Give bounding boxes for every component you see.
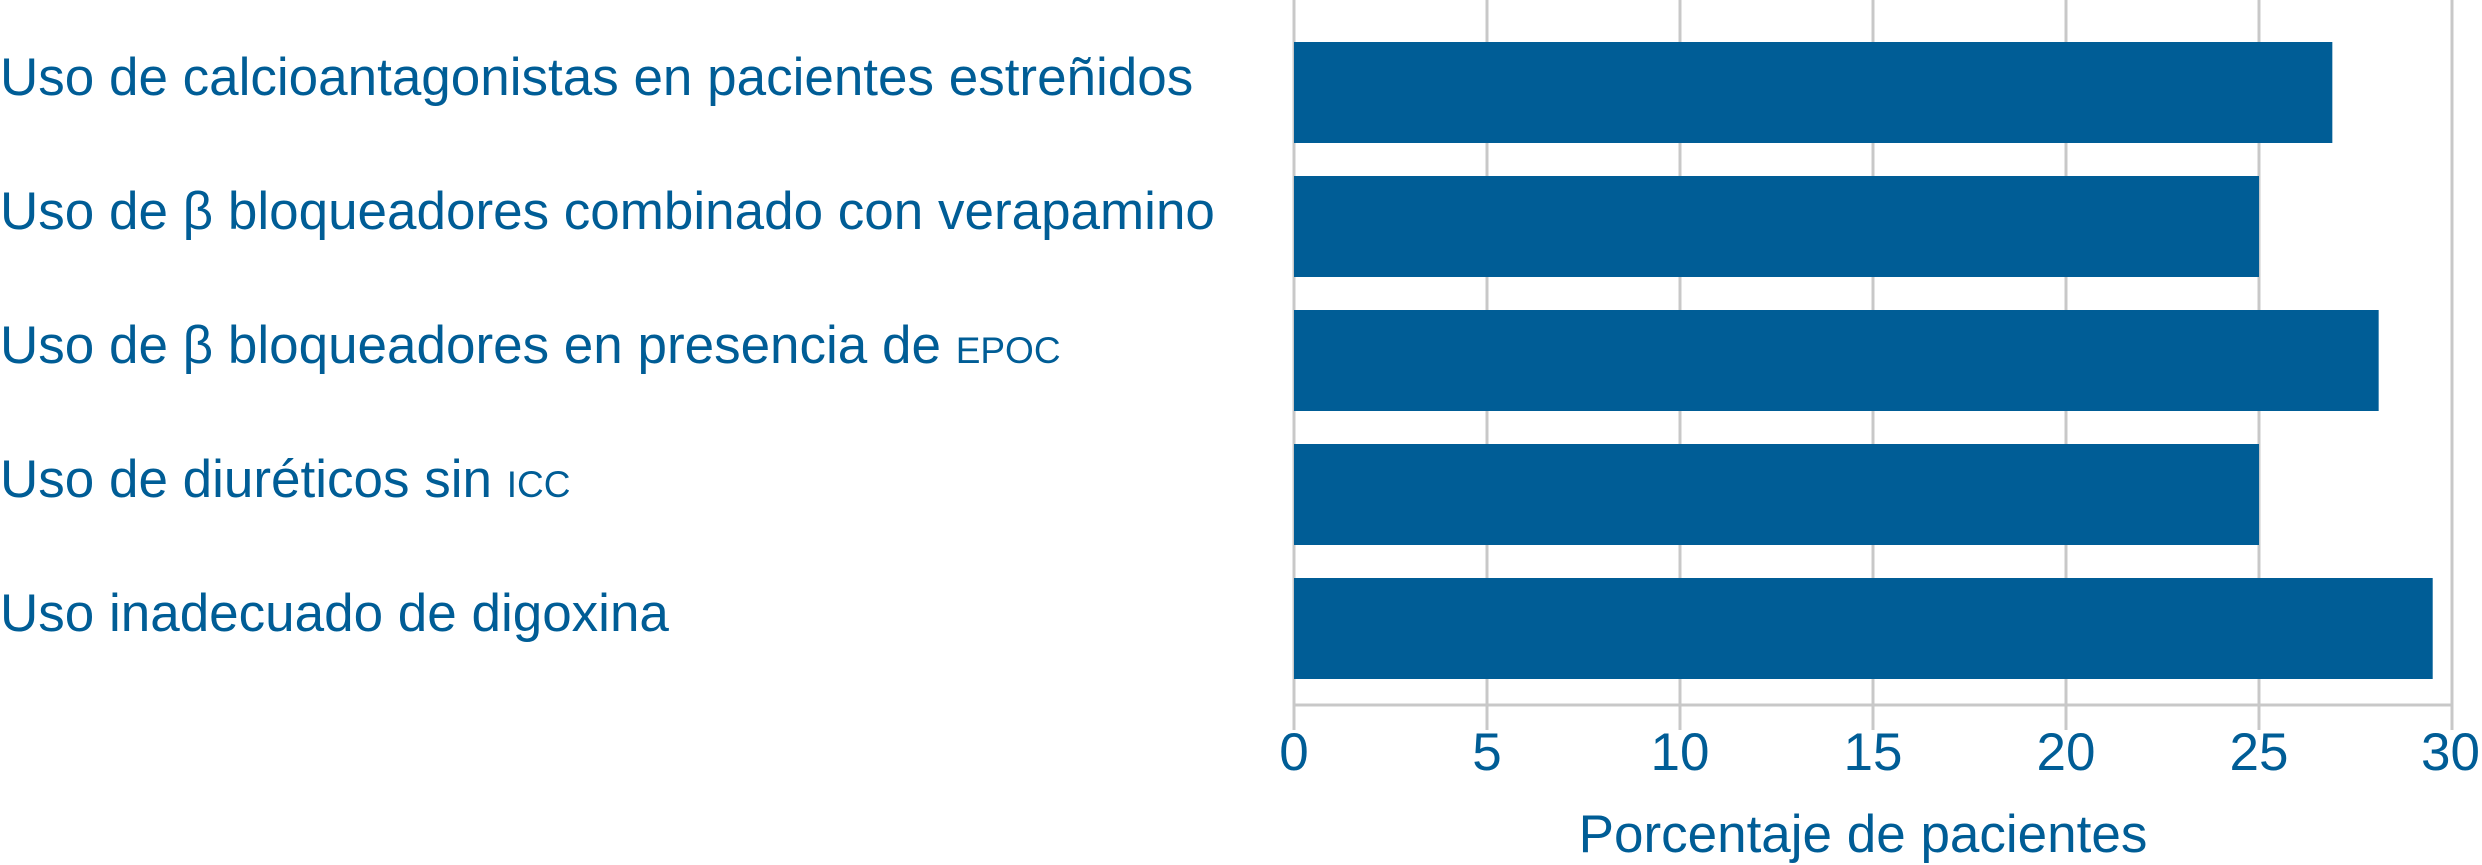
x-tick-label-15: 15 [1844,723,1903,782]
category-label-2: Uso de β bloqueadores combinado con vera… [0,182,1215,241]
x-tick-label-25: 25 [2230,723,2289,782]
category-labels: Uso de calcioantagonistas en pacientes e… [0,48,1215,643]
x-tick-label-10: 10 [1651,723,1710,782]
category-label-5: Uso inadecuado de digoxina [0,584,669,643]
bar-4 [1294,444,2259,545]
category-label-1: Uso de calcioantagonistas en pacientes e… [0,48,1193,107]
x-tick-label-30: 30 [2421,723,2480,782]
bar-2 [1294,176,2259,277]
bars [1294,42,2433,679]
bar-1 [1294,42,2333,143]
category-label-4: Uso de diuréticos sin ICC [0,450,570,509]
x-tick-label-20: 20 [2037,723,2096,782]
category-label-3: Uso de β bloqueadores en presencia de EP… [0,316,1061,375]
x-tick-label-5: 5 [1472,723,1501,782]
x-tick-label-0: 0 [1279,723,1308,782]
x-axis-title: Porcentaje de pacientes [1579,805,2148,864]
bar-5 [1294,578,2433,679]
bar-3 [1294,310,2379,411]
x-tick-labels: 0 5 10 15 20 25 30 [1279,723,2480,782]
